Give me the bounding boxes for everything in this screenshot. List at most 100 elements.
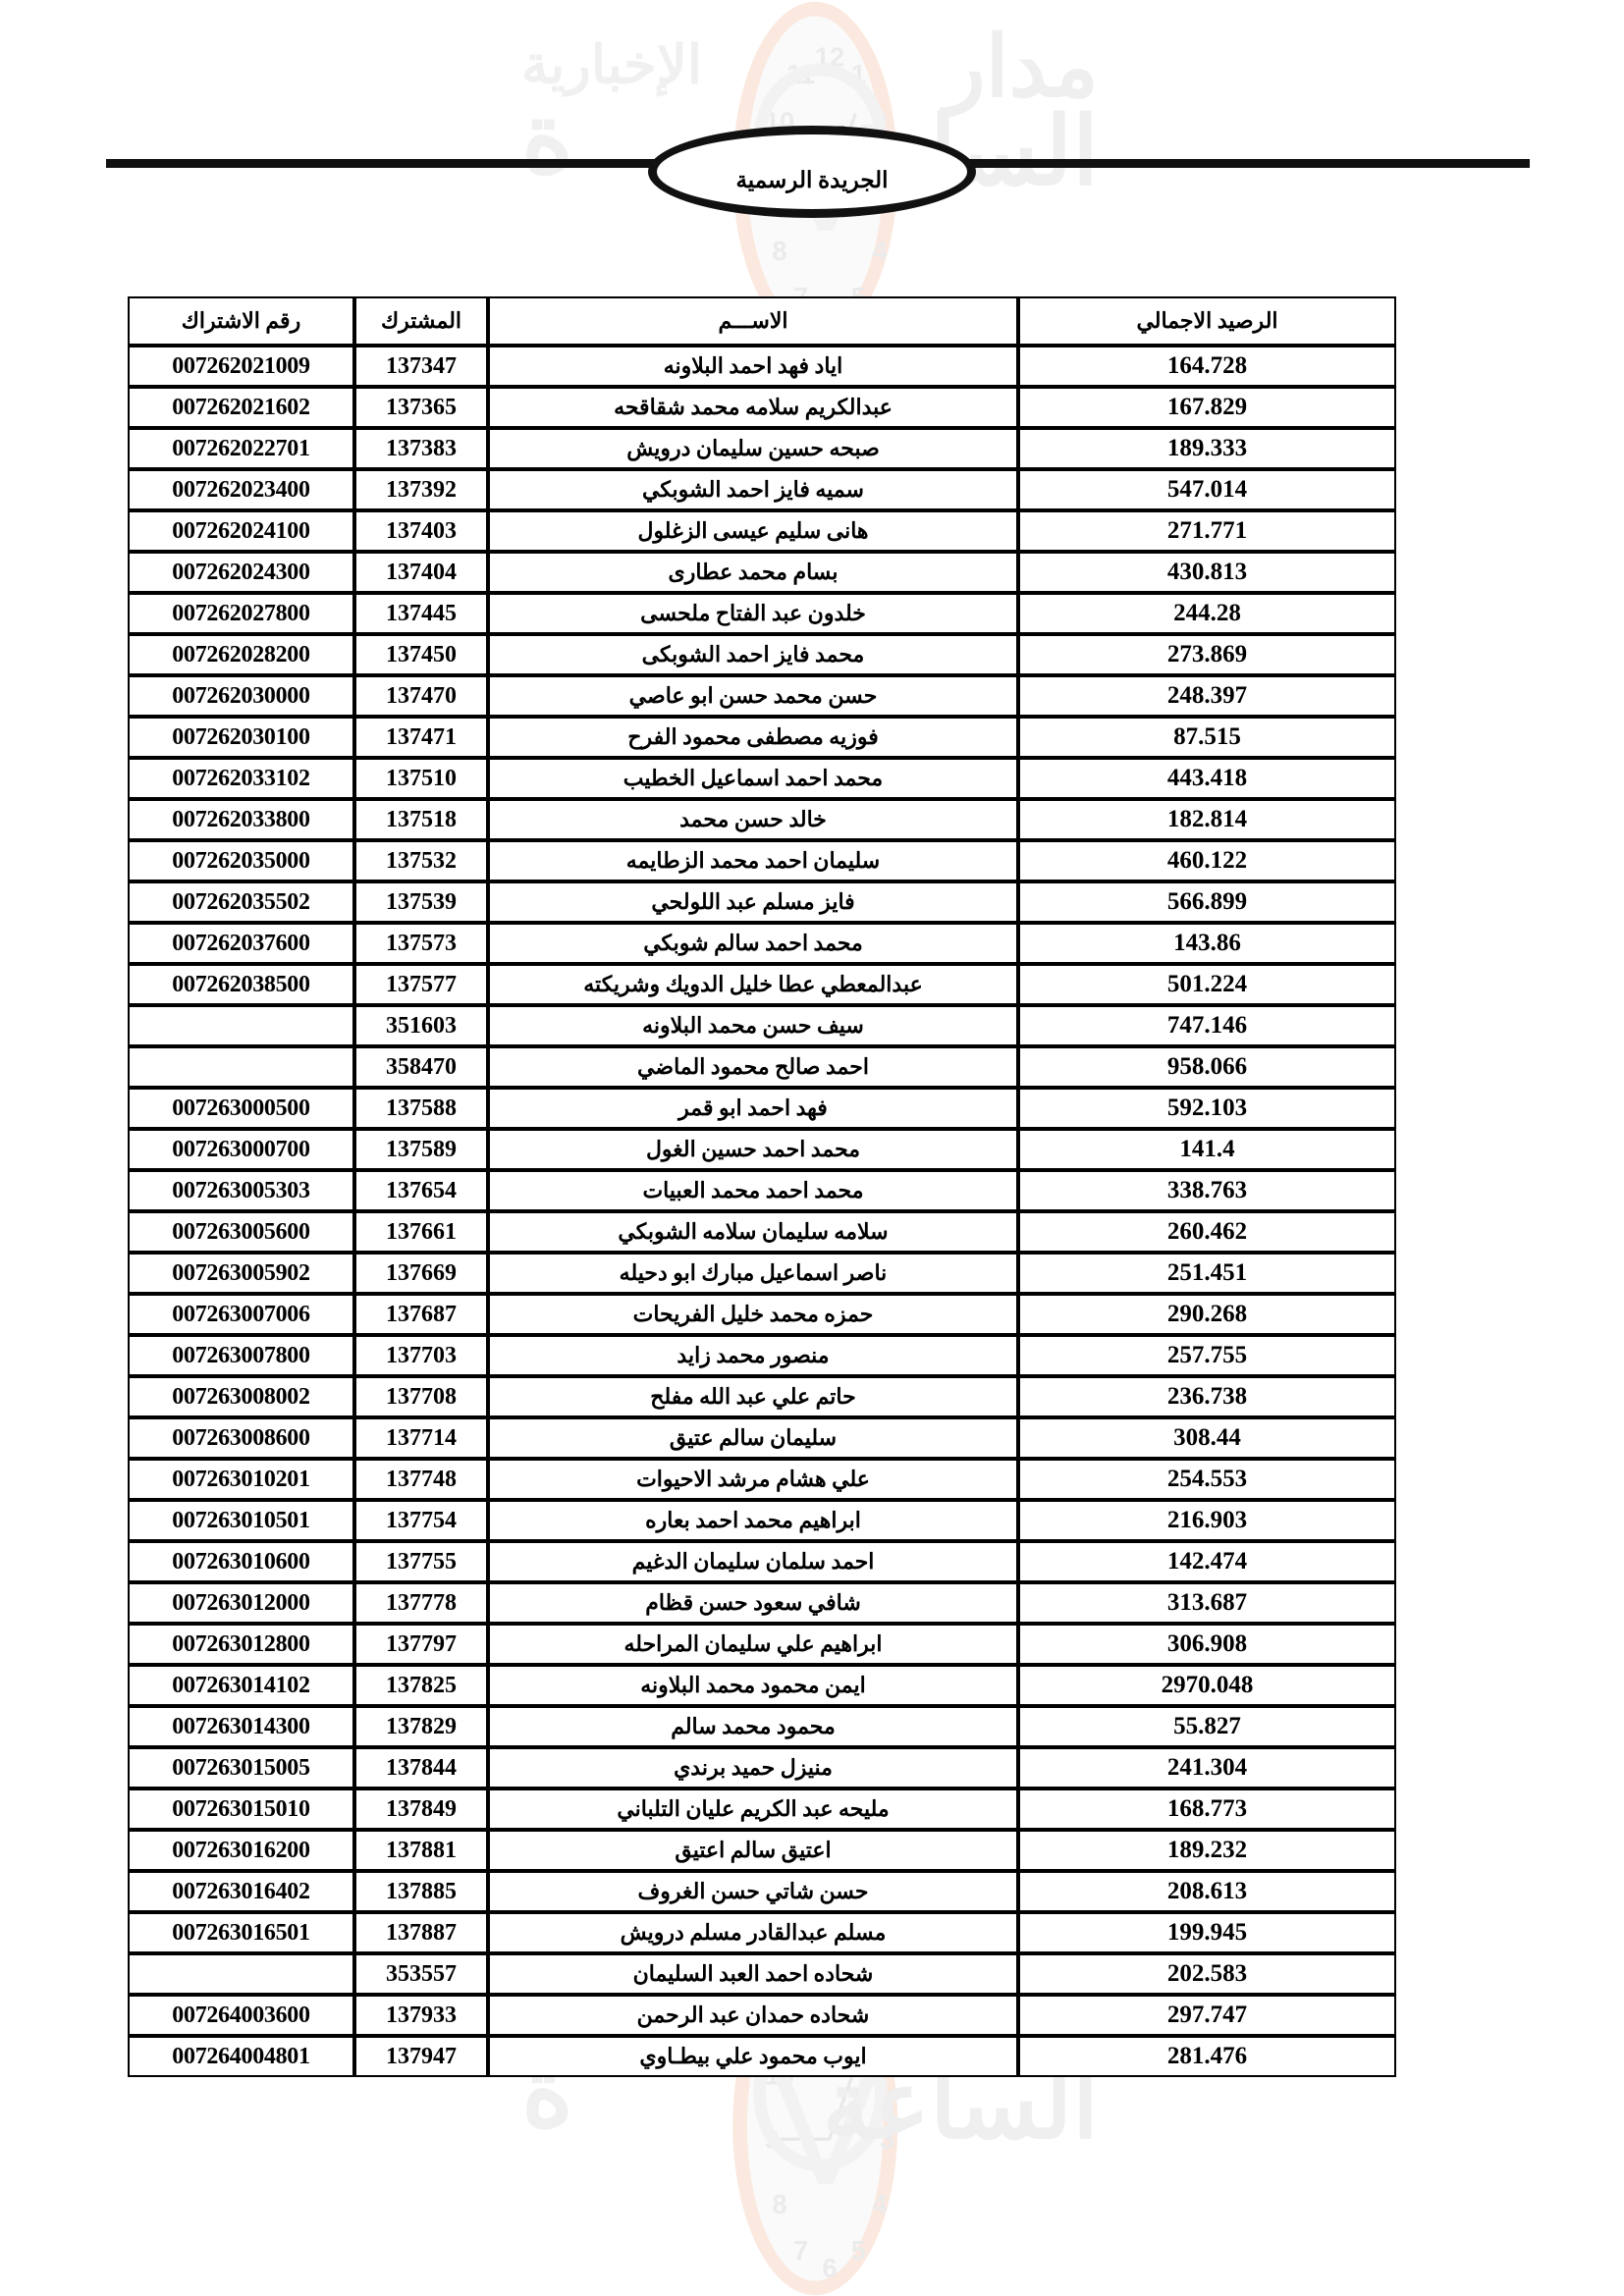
- cell-subscriber: 137849: [354, 1789, 488, 1830]
- cell-balance: 142.474: [1018, 1541, 1396, 1582]
- cell-subscriber: 137661: [354, 1211, 488, 1253]
- cell-balance: 248.397: [1018, 675, 1396, 717]
- cell-subscription-number: 007263008600: [128, 1417, 354, 1459]
- cell-subscription-number: 007262037600: [128, 923, 354, 964]
- cell-subscription-number: 007264003600: [128, 1995, 354, 2036]
- cell-subscription-number: 007262035000: [128, 840, 354, 881]
- page-masthead: ٩٧ الجريدة الرسمية: [0, 69, 1624, 218]
- cell-subscriber: 137754: [354, 1500, 488, 1541]
- cell-subscription-number: 007263015005: [128, 1747, 354, 1789]
- table-row: 248.397 حسن محمد حسن ابو عاصي 137470 007262…: [128, 675, 1396, 717]
- cell-balance: 501.224: [1018, 964, 1396, 1005]
- cell-name: سليمان سالم عتيق: [488, 1417, 1018, 1459]
- table-row: 167.829 عبدالكريم سلامه محمد شقاقحه 137365…: [128, 387, 1396, 428]
- column-header-name: الاســـم: [488, 296, 1018, 346]
- cell-subscription-number: 007264004801: [128, 2036, 354, 2077]
- table-row: 306.908 ابراهيم علي سليمان المراحله 137797…: [128, 1624, 1396, 1665]
- cell-name: خالد حسن محمد: [488, 799, 1018, 840]
- cell-balance: 199.945: [1018, 1912, 1396, 1953]
- cell-subscription-number: 007262038500: [128, 964, 354, 1005]
- cell-subscription-number: 007263010201: [128, 1459, 354, 1500]
- cell-balance: 167.829: [1018, 387, 1396, 428]
- cell-subscription-number: 007263016200: [128, 1830, 354, 1871]
- cell-balance: 164.728: [1018, 346, 1396, 387]
- cell-name: حسن شاتي حسن الغروف: [488, 1871, 1018, 1912]
- table-row: 430.813 بسام محمد عطارى 137404 007262024300: [128, 552, 1396, 593]
- table-row: 202.583 شحاده احمد العبد السليمان 353557: [128, 1953, 1396, 1995]
- cell-name: منصور محمد زايد: [488, 1335, 1018, 1376]
- cell-subscription-number: [128, 1046, 354, 1088]
- cell-subscription-number: 007262022701: [128, 428, 354, 469]
- table-row: 236.738 حاتم علي عبد الله مفلح 137708 00726…: [128, 1376, 1396, 1417]
- cell-balance: 55.827: [1018, 1706, 1396, 1747]
- cell-balance: 2970.048: [1018, 1665, 1396, 1706]
- table-row: 241.304 منيزل حميد برندي 137844 00726301500…: [128, 1747, 1396, 1789]
- table-header-row: الرصيد الاجمالي الاســـم المشترك رقم الاشتر…: [128, 296, 1396, 346]
- cell-balance: 747.146: [1018, 1005, 1396, 1046]
- cell-balance: 271.771: [1018, 510, 1396, 552]
- cell-balance: 430.813: [1018, 552, 1396, 593]
- cell-subscription-number: 007263005902: [128, 1253, 354, 1294]
- cell-name: ناصر اسماعيل مبارك ابو دحيله: [488, 1253, 1018, 1294]
- cell-subscriber: 137510: [354, 758, 488, 799]
- cell-name: سليمان احمد محمد الزطايمه: [488, 840, 1018, 881]
- cell-balance: 202.583: [1018, 1953, 1396, 1995]
- cell-name: احمد سلمان سليمان الدغيم: [488, 1541, 1018, 1582]
- cell-subscriber: 137844: [354, 1747, 488, 1789]
- cell-name: ابراهيم محمد احمد بعاره: [488, 1500, 1018, 1541]
- cell-name: محمد احمد محمد العبيات: [488, 1170, 1018, 1211]
- cell-balance: 290.268: [1018, 1294, 1396, 1335]
- cell-name: فهد احمد ابو قمر: [488, 1088, 1018, 1129]
- cell-subscription-number: 007263000500: [128, 1088, 354, 1129]
- cell-balance: 141.4: [1018, 1129, 1396, 1170]
- table-row: 216.903 ابراهيم محمد احمد بعاره 137754 0072…: [128, 1500, 1396, 1541]
- cell-subscription-number: 007263007006: [128, 1294, 354, 1335]
- table-row: 313.687 شافي سعود حسن قظام 137778 007263012…: [128, 1582, 1396, 1624]
- cell-subscription-number: 007263016402: [128, 1871, 354, 1912]
- cell-balance: 236.738: [1018, 1376, 1396, 1417]
- cell-subscription-number: 007262033800: [128, 799, 354, 840]
- cell-name: احمد صالح محمود الماضي: [488, 1046, 1018, 1088]
- cell-subscriber: 137588: [354, 1088, 488, 1129]
- cell-subscriber: 137471: [354, 717, 488, 758]
- table-row: 168.773 مليحه عبد الكريم عليان التلباني 13…: [128, 1789, 1396, 1830]
- cell-balance: 592.103: [1018, 1088, 1396, 1129]
- cell-name: محمود محمد سالم: [488, 1706, 1018, 1747]
- table-row: 142.474 احمد سلمان سليمان الدغيم 137755 007…: [128, 1541, 1396, 1582]
- cell-subscriber: 137797: [354, 1624, 488, 1665]
- cell-name: حسن محمد حسن ابو عاصي: [488, 675, 1018, 717]
- table-row: 501.224 عبدالمعطي عطا خليل الدويك وشريكته…: [128, 964, 1396, 1005]
- cell-subscription-number: 007262030100: [128, 717, 354, 758]
- cell-balance: 143.86: [1018, 923, 1396, 964]
- cell-subscription-number: 007263016501: [128, 1912, 354, 1953]
- cell-name: اعتيق سالم اعتيق: [488, 1830, 1018, 1871]
- table-row: 143.86 محمد احمد سالم شوبكي 137573 00726203…: [128, 923, 1396, 964]
- cell-balance: 182.814: [1018, 799, 1396, 840]
- column-header-subscriber: المشترك: [354, 296, 488, 346]
- cell-balance: 251.451: [1018, 1253, 1396, 1294]
- table-row: 164.728 اياد فهد احمد البلاونه 137347 00726…: [128, 346, 1396, 387]
- table-row: 958.066 احمد صالح محمود الماضي 358470: [128, 1046, 1396, 1088]
- cell-subscriber: 137829: [354, 1706, 488, 1747]
- cell-subscription-number: [128, 1005, 354, 1046]
- table-row: 338.763 محمد احمد محمد العبيات 137654 00726…: [128, 1170, 1396, 1211]
- cell-name: محمد احمد حسين الغول: [488, 1129, 1018, 1170]
- cell-subscriber: 353557: [354, 1953, 488, 1995]
- ledger-table-container: الرصيد الاجمالي الاســـم المشترك رقم الاشتر…: [128, 296, 1396, 2077]
- cell-subscriber: 137450: [354, 634, 488, 675]
- cell-balance: 338.763: [1018, 1170, 1396, 1211]
- cell-name: سميه فايز احمد الشوبكي: [488, 469, 1018, 510]
- cell-subscription-number: 007263014102: [128, 1665, 354, 1706]
- cell-name: مليحه عبد الكريم عليان التلباني: [488, 1789, 1018, 1830]
- table-row: 290.268 حمزه محمد خليل الفريحات 137687 0072…: [128, 1294, 1396, 1335]
- cell-balance: 241.304: [1018, 1747, 1396, 1789]
- table-row: 189.232 اعتيق سالم اعتيق 137881 00726301620…: [128, 1830, 1396, 1871]
- cell-subscriber: 137708: [354, 1376, 488, 1417]
- ledger-table-body: 164.728 اياد فهد احمد البلاونه 137347 00726…: [128, 346, 1396, 2077]
- cell-balance: 308.44: [1018, 1417, 1396, 1459]
- cell-name: سلامه سليمان سلامه الشوبكي: [488, 1211, 1018, 1253]
- cell-subscription-number: 007262021009: [128, 346, 354, 387]
- cell-subscription-number: 007263007800: [128, 1335, 354, 1376]
- cell-balance: 313.687: [1018, 1582, 1396, 1624]
- cell-subscriber: 137403: [354, 510, 488, 552]
